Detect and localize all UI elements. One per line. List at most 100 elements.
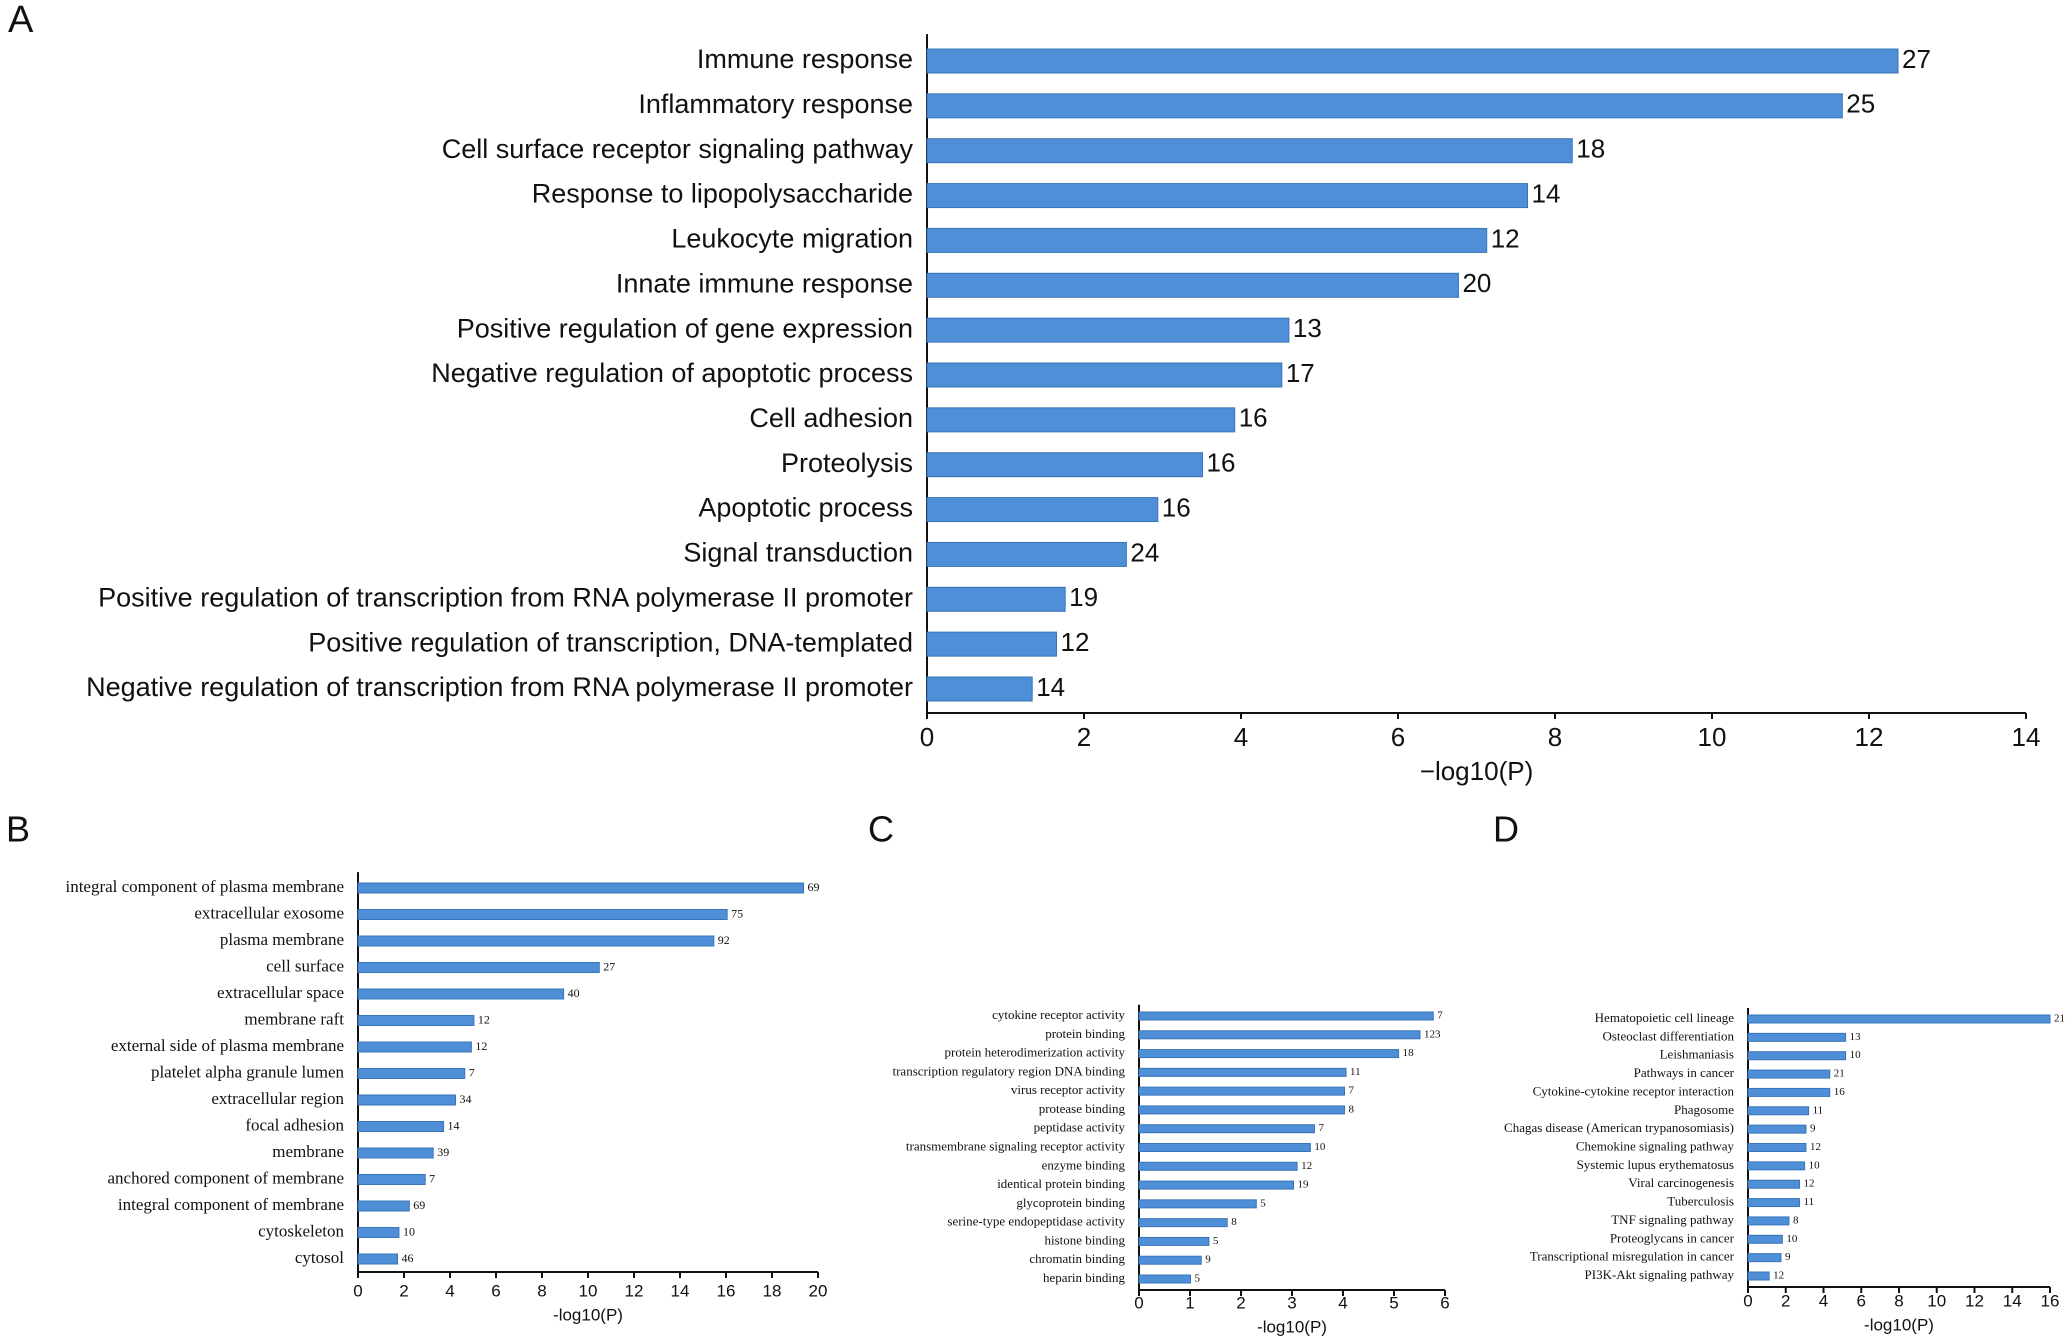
count-label: 13 xyxy=(1293,313,1322,343)
count-label: 69 xyxy=(808,880,820,894)
panel-label: B xyxy=(6,809,30,850)
category-label: external side of plasma membrane xyxy=(111,1036,344,1055)
category-label: Chagas disease (American trypanosomiasis… xyxy=(1504,1120,1734,1135)
x-tick-label: 1 xyxy=(1185,1293,1194,1312)
category-label: Systemic lupus erythematosus xyxy=(1577,1157,1734,1172)
x-tick-label: 0 xyxy=(353,1281,362,1300)
count-label: 21 xyxy=(1834,1068,1845,1080)
bar xyxy=(1138,1086,1346,1096)
category-label: transcription regulatory region DNA bind… xyxy=(892,1063,1125,1078)
x-tick-label: 2 xyxy=(1781,1291,1790,1310)
bar xyxy=(926,227,1488,253)
bar xyxy=(357,935,715,947)
category-label: Proteoglycans in cancer xyxy=(1610,1230,1735,1245)
x-tick-label: 12 xyxy=(1965,1291,1984,1310)
category-label: focal adhesion xyxy=(245,1115,344,1134)
count-label: 27 xyxy=(603,959,615,973)
category-label: cytosol xyxy=(295,1248,344,1267)
category-label: peptidase activity xyxy=(1034,1120,1126,1135)
category-label: cell surface xyxy=(266,956,344,975)
bar xyxy=(357,1147,434,1159)
category-label: anchored component of membrane xyxy=(108,1168,345,1187)
category-label: Response to lipopolysaccharide xyxy=(532,179,913,209)
category-label: Signal transduction xyxy=(683,538,913,568)
count-label: 123 xyxy=(1424,1028,1441,1040)
x-tick-label: 14 xyxy=(671,1281,690,1300)
category-label: integral component of plasma membrane xyxy=(65,877,344,896)
count-label: 18 xyxy=(1576,134,1605,164)
count-label: 7 xyxy=(1318,1122,1324,1134)
x-tick-label: 14 xyxy=(2003,1291,2022,1310)
bar xyxy=(1747,1143,1807,1152)
panel-label: A xyxy=(8,0,34,41)
bar xyxy=(1138,1011,1434,1021)
count-label: 9 xyxy=(1785,1251,1791,1263)
bar xyxy=(1138,1143,1311,1152)
category-label: Apoptotic process xyxy=(698,493,913,523)
x-tick-label: 6 xyxy=(1440,1293,1449,1312)
bar xyxy=(357,1068,466,1079)
count-label: 14 xyxy=(1532,178,1561,208)
bar xyxy=(357,1174,426,1185)
x-tick-label: 2 xyxy=(1236,1293,1245,1312)
count-label: 69 xyxy=(413,1198,425,1212)
panel-label: D xyxy=(1493,809,1519,850)
count-label: 9 xyxy=(1810,1123,1816,1135)
count-label: 13 xyxy=(1850,1031,1862,1043)
count-label: 25 xyxy=(1846,89,1875,119)
count-label: 16 xyxy=(1207,448,1236,478)
bar xyxy=(1138,1124,1315,1134)
count-label: 7 xyxy=(1349,1085,1355,1097)
count-label: 19 xyxy=(1069,582,1098,612)
x-axis-title: -log10(P) xyxy=(1864,1315,1934,1334)
category-label: enzyme binding xyxy=(1042,1157,1126,1172)
x-tick-label: 2 xyxy=(399,1281,408,1300)
bar xyxy=(926,452,1204,478)
bar xyxy=(926,317,1290,343)
category-label: Cytokine-cytokine receptor interaction xyxy=(1533,1083,1735,1098)
count-label: 10 xyxy=(403,1224,415,1238)
category-label: protein binding xyxy=(1045,1026,1125,1041)
bar xyxy=(926,676,1033,702)
count-label: 5 xyxy=(1213,1235,1219,1247)
count-label: 7 xyxy=(469,1065,475,1079)
bar xyxy=(1138,1255,1202,1265)
x-tick-label: 12 xyxy=(625,1281,644,1300)
count-label: 16 xyxy=(1239,403,1268,433)
x-tick-label: 6 xyxy=(1391,722,1405,752)
bar xyxy=(357,1015,475,1026)
bar xyxy=(1747,1216,1790,1226)
bar xyxy=(357,1094,457,1106)
count-label: 92 xyxy=(718,933,730,947)
x-tick-label: 4 xyxy=(1819,1291,1828,1310)
bar xyxy=(926,541,1127,567)
bar xyxy=(357,909,728,920)
category-label: PI3K-Akt signaling pathway xyxy=(1585,1267,1735,1282)
count-label: 11 xyxy=(1813,1104,1824,1116)
bar xyxy=(1747,1032,1847,1042)
x-tick-label: 3 xyxy=(1287,1293,1296,1312)
category-label: Chemokine signaling pathway xyxy=(1576,1138,1735,1153)
count-label: 8 xyxy=(1231,1216,1237,1228)
x-tick-label: 8 xyxy=(1548,722,1562,752)
bar xyxy=(1138,1067,1347,1077)
category-label: Phagosome xyxy=(1674,1102,1734,1117)
category-label: extracellular space xyxy=(217,983,344,1002)
panel-label: C xyxy=(868,809,894,850)
x-axis-title: -log10(P) xyxy=(553,1305,623,1324)
count-label: 27 xyxy=(1902,44,1931,74)
category-label: chromatin binding xyxy=(1029,1251,1125,1266)
category-label: Cell adhesion xyxy=(749,403,913,433)
bar xyxy=(1747,1069,1831,1079)
x-tick-label: 10 xyxy=(1698,722,1727,752)
category-label: Positive regulation of transcription, DN… xyxy=(308,627,913,657)
bar xyxy=(357,1253,399,1265)
bar xyxy=(1138,1236,1210,1246)
count-label: 34 xyxy=(460,1092,472,1106)
bar xyxy=(357,988,565,1000)
category-label: serine-type endopeptidase activity xyxy=(947,1214,1125,1229)
x-tick-label: 6 xyxy=(491,1281,500,1300)
category-label: Leukocyte migration xyxy=(671,224,913,254)
bar xyxy=(1747,1253,1782,1263)
bar xyxy=(1138,1030,1421,1040)
